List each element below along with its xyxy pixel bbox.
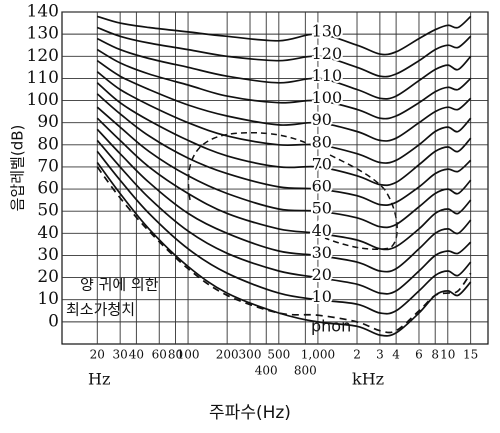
- x-tick-label: 10: [440, 348, 455, 362]
- y-tick-label: 120: [27, 46, 59, 66]
- x-tick-label: 40: [129, 348, 144, 362]
- x-axis-label: 주파수(Hz): [209, 403, 291, 423]
- x-tick-label: 1,000: [301, 348, 335, 362]
- y-tick-label: 130: [27, 24, 59, 44]
- curve-label: 70: [312, 154, 332, 173]
- curve-label: 130: [312, 22, 343, 41]
- curve-label: 30: [312, 243, 332, 262]
- y-tick-label: 80: [37, 134, 59, 154]
- y-tick-label: 90: [37, 112, 59, 132]
- curve: [96, 71, 472, 164]
- curve: [97, 15, 472, 56]
- annotation: 양 귀에 의한: [80, 276, 159, 294]
- y-tick-label: 10: [37, 289, 59, 309]
- x-tick-label: 6: [415, 348, 423, 362]
- x-tick-label: 100: [177, 348, 200, 362]
- y-tick-label: 100: [27, 90, 59, 110]
- curve: [96, 26, 472, 78]
- curve-label: 80: [312, 132, 332, 151]
- plot-frame: [61, 11, 489, 345]
- annotation: phon: [311, 317, 351, 336]
- y-tick-label: 140: [27, 2, 59, 22]
- curve: [96, 82, 472, 187]
- curve: [96, 161, 472, 337]
- curve-label: 40: [312, 221, 332, 240]
- curve-label: 50: [312, 199, 332, 218]
- curve: [96, 93, 472, 206]
- y-axis-label: 음압레벨(dB): [9, 125, 27, 212]
- y-tick-label: 110: [27, 68, 59, 88]
- x-tick-label: 15: [463, 348, 478, 362]
- curve: [96, 59, 472, 142]
- y-tick-label: 60: [37, 179, 59, 199]
- x-unit: kHz: [352, 370, 384, 389]
- x-tick-label: 2: [353, 348, 361, 362]
- curve: [96, 166, 472, 334]
- y-tick-label: 30: [37, 245, 59, 265]
- y-tick-label: 50: [37, 201, 59, 221]
- x-tick-label: 30: [113, 348, 128, 362]
- y-tick-label: 0: [48, 311, 59, 331]
- x-tick-label: 800: [294, 364, 317, 378]
- curve: [96, 128, 472, 273]
- curve-label: 120: [312, 44, 343, 63]
- x-unit: Hz: [88, 370, 110, 389]
- curve-label: 100: [312, 88, 343, 107]
- x-tick-label: 400: [255, 364, 278, 378]
- curve: [96, 150, 472, 315]
- x-tick-label: 20: [90, 348, 105, 362]
- curve: [96, 48, 472, 120]
- curve: [96, 106, 472, 229]
- x-tick-label: 60: [152, 348, 167, 362]
- curve: [96, 37, 472, 100]
- x-tick-label: 200: [216, 348, 239, 362]
- y-tick-label: 20: [37, 267, 59, 287]
- curve-label: 60: [312, 177, 332, 196]
- x-tick-label: 80: [168, 348, 183, 362]
- curve-label: 10: [312, 287, 332, 306]
- x-tick-label: 8: [431, 348, 439, 362]
- y-tick-label: 40: [37, 223, 59, 243]
- curve: [96, 139, 472, 295]
- curve-label: 110: [312, 66, 343, 85]
- y-tick-label: 70: [37, 156, 59, 176]
- x-tick-label: 300: [239, 348, 262, 362]
- x-tick-label: 500: [267, 348, 290, 362]
- curve: [96, 117, 472, 251]
- annotation: 최소가청치: [66, 301, 135, 319]
- curve-label: 20: [312, 265, 332, 284]
- curve-label: 90: [312, 110, 332, 129]
- x-tick-label: 4: [392, 348, 400, 362]
- x-tick-label: 3: [376, 348, 384, 362]
